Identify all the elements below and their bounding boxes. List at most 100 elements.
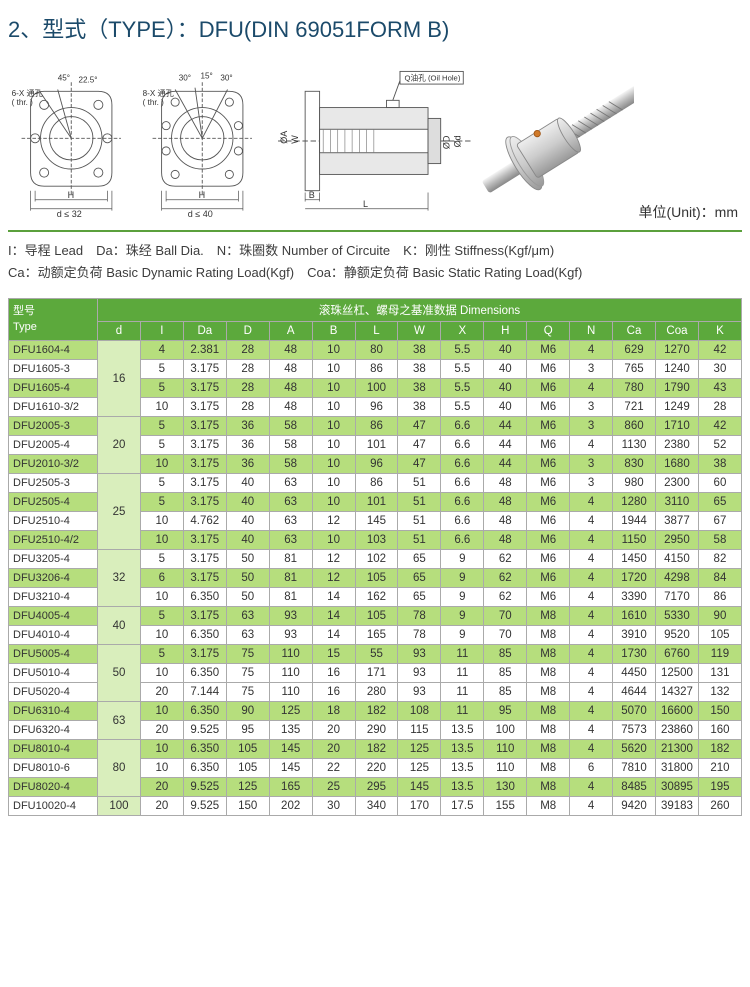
cell-d: 25 — [98, 474, 141, 550]
cell-B: 10 — [312, 360, 355, 379]
diagram-flange-32: 6-X 通孔( thr. ) 45° 22.5° H d ≤ 32 — [8, 56, 135, 226]
cell-Ca: 9420 — [613, 797, 656, 816]
cell-K: 150 — [698, 702, 741, 721]
cell-Coa: 12500 — [655, 664, 698, 683]
cell-Q: M6 — [527, 550, 570, 569]
cell-Da: 3.175 — [183, 398, 226, 417]
cell-Coa: 1710 — [655, 417, 698, 436]
cell-D: 40 — [226, 493, 269, 512]
cell-L: 96 — [355, 455, 398, 474]
cell-N: 6 — [570, 759, 613, 778]
header-col-Da: Da — [183, 322, 226, 341]
cell-D: 28 — [226, 341, 269, 360]
cell-I: 10 — [140, 588, 183, 607]
cell-W: 145 — [398, 778, 441, 797]
cell-Da: 3.175 — [183, 360, 226, 379]
cell-B: 14 — [312, 607, 355, 626]
header-col-Ca: Ca — [613, 322, 656, 341]
cell-B: 15 — [312, 645, 355, 664]
cell-W: 51 — [398, 493, 441, 512]
cell-H: 62 — [484, 569, 527, 588]
cell-X: 17.5 — [441, 797, 484, 816]
cell-W: 125 — [398, 740, 441, 759]
diagram-row: 6-X 通孔( thr. ) 45° 22.5° H d ≤ 32 — [8, 56, 742, 232]
header-col-Coa: Coa — [655, 322, 698, 341]
cell-type: DFU2505-3 — [9, 474, 98, 493]
cell-K: 210 — [698, 759, 741, 778]
cell-X: 9 — [441, 626, 484, 645]
svg-text:22.5°: 22.5° — [78, 75, 97, 84]
cell-H: 48 — [484, 531, 527, 550]
cell-I: 5 — [140, 550, 183, 569]
cell-H: 95 — [484, 702, 527, 721]
cell-Q: M8 — [527, 740, 570, 759]
cell-H: 40 — [484, 360, 527, 379]
cell-K: 119 — [698, 645, 741, 664]
cell-B: 30 — [312, 797, 355, 816]
cell-B: 16 — [312, 664, 355, 683]
cell-I: 5 — [140, 474, 183, 493]
cell-D: 105 — [226, 759, 269, 778]
cell-A: 110 — [269, 683, 312, 702]
cell-Q: M8 — [527, 778, 570, 797]
cell-type: DFU3206-4 — [9, 569, 98, 588]
svg-text:d ≤ 32: d ≤ 32 — [57, 209, 82, 219]
svg-text:B: B — [309, 190, 315, 200]
cell-H: 40 — [484, 379, 527, 398]
cell-X: 5.5 — [441, 398, 484, 417]
cell-B: 10 — [312, 436, 355, 455]
cell-Q: M6 — [527, 569, 570, 588]
cell-D: 63 — [226, 626, 269, 645]
cell-A: 48 — [269, 379, 312, 398]
cell-K: 131 — [698, 664, 741, 683]
cell-K: 86 — [698, 588, 741, 607]
cell-type: DFU10020-4 — [9, 797, 98, 816]
table-row: DFU10020-4100209.5251502023034017017.515… — [9, 797, 742, 816]
cell-Da: 7.144 — [183, 683, 226, 702]
cell-A: 145 — [269, 740, 312, 759]
cell-Da: 6.350 — [183, 588, 226, 607]
cell-Q: M6 — [527, 417, 570, 436]
cell-I: 6 — [140, 569, 183, 588]
cell-Da: 9.525 — [183, 721, 226, 740]
cell-X: 11 — [441, 664, 484, 683]
cell-N: 4 — [570, 702, 613, 721]
cell-N: 4 — [570, 531, 613, 550]
cell-B: 12 — [312, 569, 355, 588]
svg-text:45°: 45° — [58, 73, 70, 82]
cell-X: 9 — [441, 569, 484, 588]
cell-W: 47 — [398, 436, 441, 455]
cell-K: 67 — [698, 512, 741, 531]
cell-Da: 3.175 — [183, 607, 226, 626]
cell-L: 96 — [355, 398, 398, 417]
cell-X: 6.6 — [441, 436, 484, 455]
cell-Q: M6 — [527, 436, 570, 455]
header-col-H: H — [484, 322, 527, 341]
cell-Coa: 39183 — [655, 797, 698, 816]
cell-B: 10 — [312, 398, 355, 417]
cell-L: 145 — [355, 512, 398, 531]
cell-I: 20 — [140, 721, 183, 740]
cell-W: 78 — [398, 607, 441, 626]
cell-L: 220 — [355, 759, 398, 778]
cell-Ca: 980 — [613, 474, 656, 493]
table-row: DFU1604-41642.38128481080385.540M6462912… — [9, 341, 742, 360]
table-row: DFU8010-480106.3501051452018212513.5110M… — [9, 740, 742, 759]
cell-I: 5 — [140, 493, 183, 512]
cell-K: 30 — [698, 360, 741, 379]
cell-d: 20 — [98, 417, 141, 474]
cell-Da: 6.350 — [183, 664, 226, 683]
cell-W: 65 — [398, 550, 441, 569]
cell-Ca: 1150 — [613, 531, 656, 550]
cell-Ca: 765 — [613, 360, 656, 379]
svg-text:Ød: Ød — [453, 135, 463, 147]
cell-H: 110 — [484, 759, 527, 778]
cell-Q: M8 — [527, 645, 570, 664]
cell-D: 75 — [226, 645, 269, 664]
svg-text:30°: 30° — [220, 73, 232, 82]
cell-Coa: 6760 — [655, 645, 698, 664]
table-header: 型号 Type 滚珠丝杠、螺母之基准数据 Dimensions dIDaDABL… — [9, 299, 742, 341]
header-col-L: L — [355, 322, 398, 341]
cell-N: 4 — [570, 778, 613, 797]
cell-N: 4 — [570, 721, 613, 740]
